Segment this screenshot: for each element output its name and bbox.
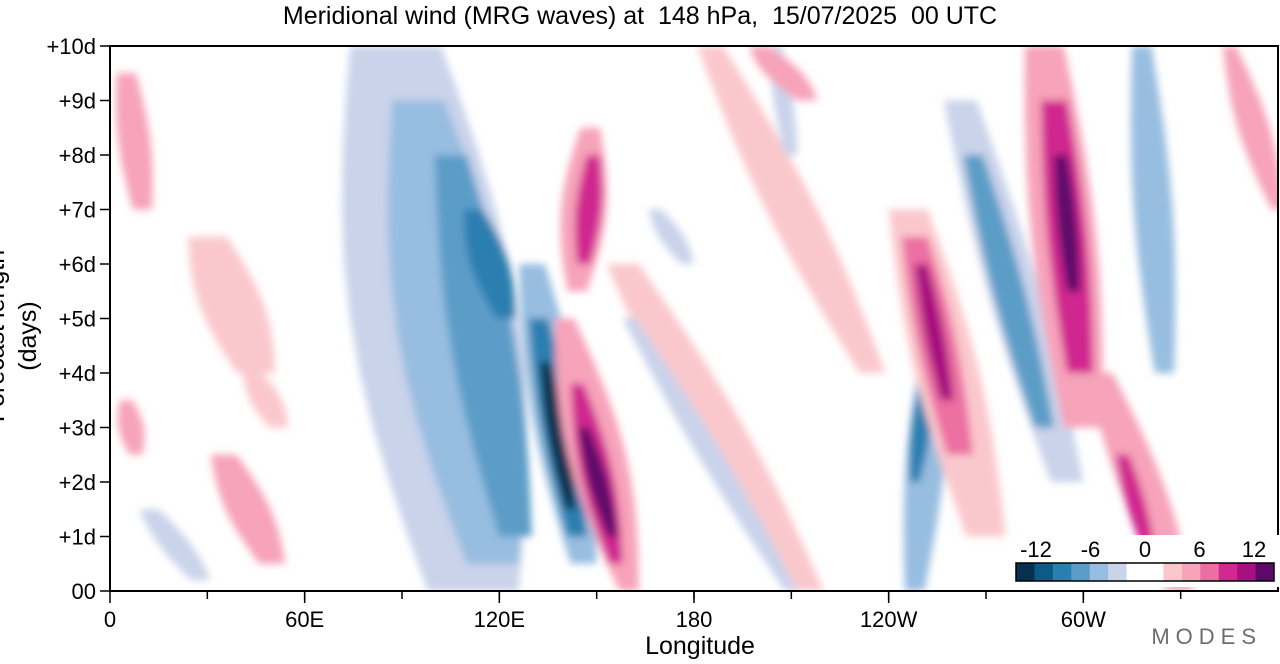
y-tick-label: +10d (46, 34, 96, 59)
colorbar-swatch (1016, 563, 1035, 581)
ridge-upper-b (574, 155, 603, 264)
y-tick-label: +9d (59, 89, 96, 114)
colorbar-swatch (1126, 563, 1146, 581)
ridge-core-c (578, 427, 618, 537)
trough-core-c (539, 362, 576, 510)
ridge-top-a (749, 46, 818, 101)
colorbar-tick-label: -12 (1020, 537, 1052, 562)
colorbar-swatch (1034, 563, 1054, 581)
ridge-125w-c (914, 264, 954, 401)
colorbar-swatch (1181, 563, 1201, 581)
y-tick-label: +1d (59, 525, 96, 550)
x-axis-label: Longitude (645, 632, 755, 660)
y-tick-label: +4d (59, 361, 96, 386)
axes-layer: 0 60E 120E 180 120W 60W 00 +1d +2d +3d +4d +5d +6d +7… (46, 34, 1279, 632)
ridge-65w-c (1054, 155, 1081, 292)
field-layer (110, 46, 1278, 591)
y-tick-label: +3d (59, 416, 96, 441)
colorbar-swatch (1163, 563, 1183, 581)
colorbar-swatch (1200, 563, 1220, 581)
y-tick-label: 00 (72, 579, 96, 604)
trough-west-a (139, 509, 211, 581)
colorbar-tick-label: -6 (1081, 537, 1101, 562)
colorbar-swatch (1255, 563, 1275, 581)
x-tick-label: 0 (104, 607, 116, 632)
trough-band-4 (463, 209, 516, 319)
trough-weak-2 (622, 318, 798, 591)
ridge-top-b (1222, 46, 1278, 210)
x-tick-label: 60E (285, 607, 324, 632)
colorbar-tick-label: 12 (1242, 537, 1266, 562)
field-background (110, 46, 1278, 591)
colorbar-swatch (1052, 563, 1072, 581)
trough-band-3 (434, 155, 532, 537)
ridge-west-c (187, 236, 276, 373)
x-tick-label: 180 (676, 607, 713, 632)
y-axis-label: Forecast length (days) (0, 249, 42, 423)
trough-90w-b (963, 155, 1055, 428)
colorbar-swatch (1237, 563, 1257, 581)
colorbar-swatch (1108, 563, 1128, 581)
brand-logo: MODES (1151, 624, 1262, 649)
ridge-west-d (243, 373, 289, 428)
colorbar-swatch (1089, 563, 1109, 581)
colorbar-frame (1015, 562, 1275, 582)
x-tick-label: 120W (860, 607, 918, 632)
colorbar: -12 -6 0 6 12 (1010, 535, 1280, 587)
trough-weak-1 (648, 209, 694, 264)
x-tick-label: 60W (1061, 607, 1106, 632)
y-tick-label: +6d (59, 252, 96, 277)
chart-title: Meridional wind (MRG waves) at 148 hPa, … (282, 2, 998, 30)
ridge-45w-b (1115, 454, 1155, 548)
colorbar-swatch (1145, 563, 1164, 581)
colorbar-swatch (1218, 563, 1238, 581)
y-tick-label: +7d (59, 198, 96, 223)
colorbar-tick-label: 0 (1139, 537, 1151, 562)
ridge-band-pac-1 (606, 264, 824, 591)
trough-40w-a (1130, 46, 1176, 373)
colorbar-tick-label: 6 (1193, 537, 1205, 562)
ridge-west-b (210, 454, 286, 564)
y-tick-label: +5d (59, 307, 96, 332)
ridge-west-e (117, 400, 145, 455)
colorbar-swatch (1071, 563, 1091, 581)
ridge-west-a (115, 73, 153, 210)
x-tick-label: 120E (474, 607, 525, 632)
y-tick-label: +2d (59, 470, 96, 495)
y-tick-label: +8d (59, 143, 96, 168)
ridge-band-pac-2 (697, 46, 886, 373)
